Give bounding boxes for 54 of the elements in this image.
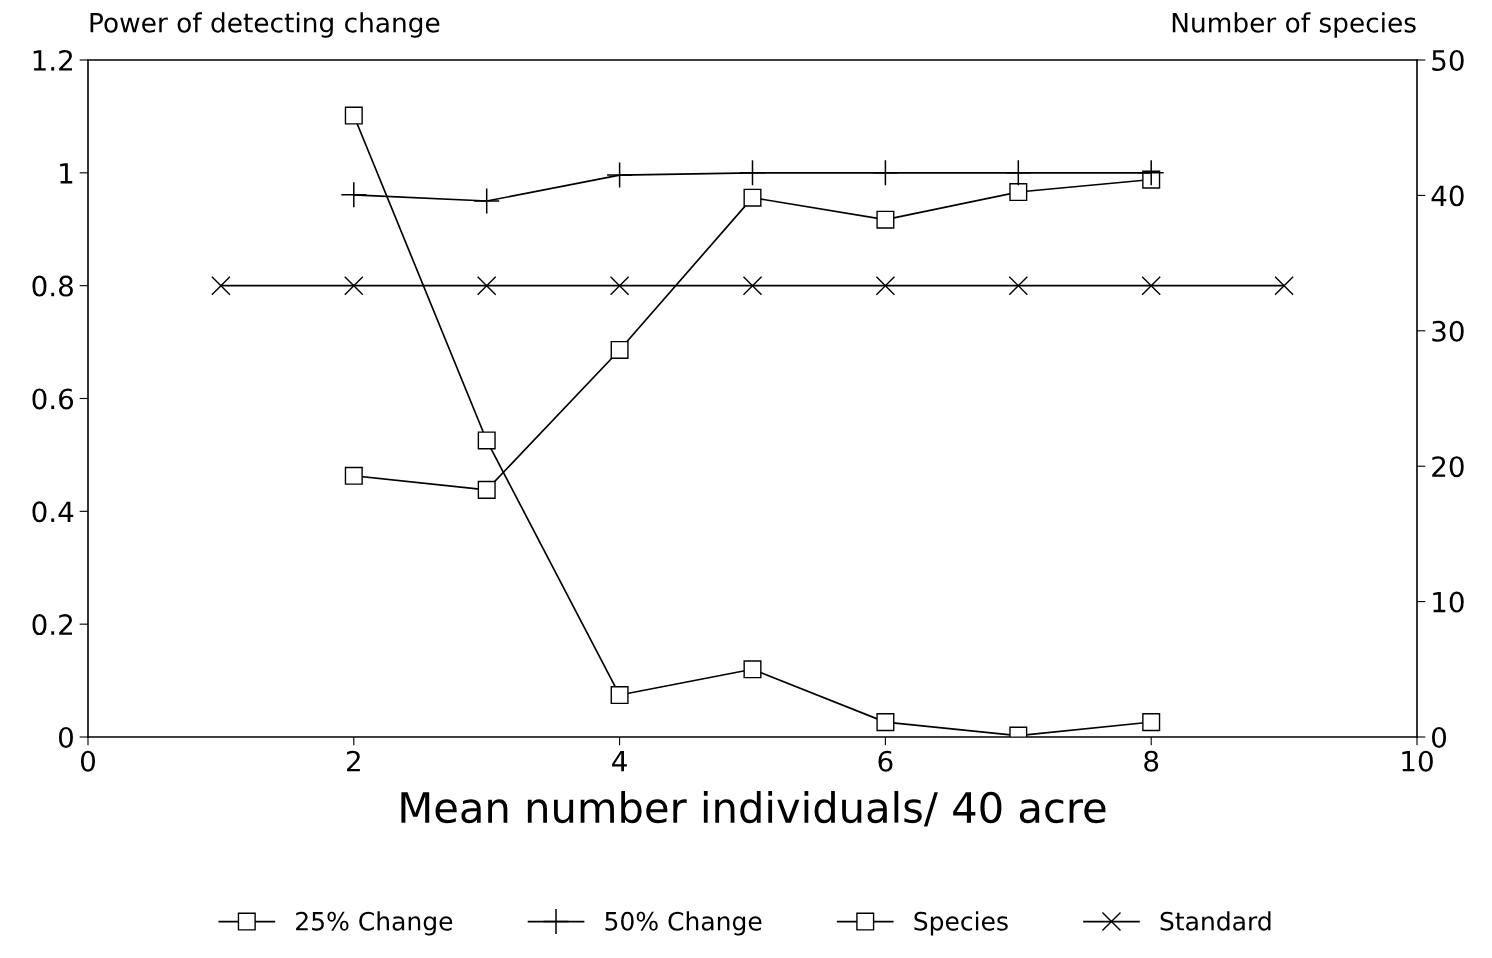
y-tick-label: 0.4 bbox=[32, 501, 74, 523]
legend-label: Standard bbox=[1160, 911, 1271, 931]
point bbox=[1142, 713, 1161, 732]
y2-axis-title: Number of species bbox=[1172, 12, 1416, 38]
legend-label: Species bbox=[914, 911, 1008, 936]
point bbox=[610, 340, 629, 360]
point bbox=[477, 480, 496, 499]
point bbox=[876, 210, 895, 229]
point bbox=[740, 160, 765, 186]
x-tick-label: 6 bbox=[878, 750, 893, 772]
y2-tick-label: 30 bbox=[1432, 320, 1464, 342]
y-tick-label: 0.2 bbox=[32, 614, 73, 636]
point bbox=[341, 182, 367, 208]
x-tick-label: 0 bbox=[80, 750, 95, 772]
point bbox=[743, 660, 762, 679]
point bbox=[1009, 182, 1028, 202]
y2-tick-label: 50 bbox=[1432, 49, 1464, 71]
point bbox=[875, 275, 896, 296]
point bbox=[344, 106, 363, 125]
point bbox=[607, 162, 633, 188]
y-tick-label: 0 bbox=[58, 726, 73, 748]
point bbox=[211, 275, 231, 296]
point bbox=[1141, 275, 1161, 296]
point bbox=[609, 275, 630, 296]
y-tick-label: 0.6 bbox=[32, 388, 74, 410]
point bbox=[477, 431, 496, 450]
point bbox=[344, 275, 364, 296]
x-tick-label: 10 bbox=[1402, 750, 1433, 772]
point bbox=[476, 275, 497, 296]
point bbox=[743, 188, 762, 207]
x-axis-title: Mean number individuals/ 40 acre bbox=[401, 790, 1106, 827]
point bbox=[1138, 160, 1164, 186]
point bbox=[1005, 160, 1031, 186]
y2-tick-label: 40 bbox=[1431, 185, 1464, 207]
x-tick-label: 8 bbox=[1144, 750, 1159, 772]
point bbox=[344, 466, 363, 485]
point bbox=[474, 188, 500, 214]
point bbox=[872, 160, 898, 186]
y-axis-title: Power of detecting change bbox=[90, 12, 440, 38]
y2-tick-label: 20 bbox=[1432, 456, 1464, 478]
point bbox=[1274, 275, 1294, 296]
point bbox=[1008, 275, 1029, 296]
y-tick-label: 1 bbox=[60, 163, 73, 184]
y-tick-label: 1.2 bbox=[33, 49, 73, 71]
legend-label: 50% Change bbox=[605, 911, 762, 936]
y2-tick-label: 10 bbox=[1433, 591, 1464, 613]
y2-tick-label: 0 bbox=[1432, 726, 1447, 748]
x-tick-label: 4 bbox=[612, 751, 627, 772]
point bbox=[610, 685, 629, 705]
legend-label: 25% Change bbox=[296, 911, 453, 936]
point bbox=[742, 275, 763, 296]
y-tick-label: 0.8 bbox=[32, 275, 73, 297]
point bbox=[876, 713, 895, 732]
x-tick-label: 2 bbox=[347, 750, 360, 772]
